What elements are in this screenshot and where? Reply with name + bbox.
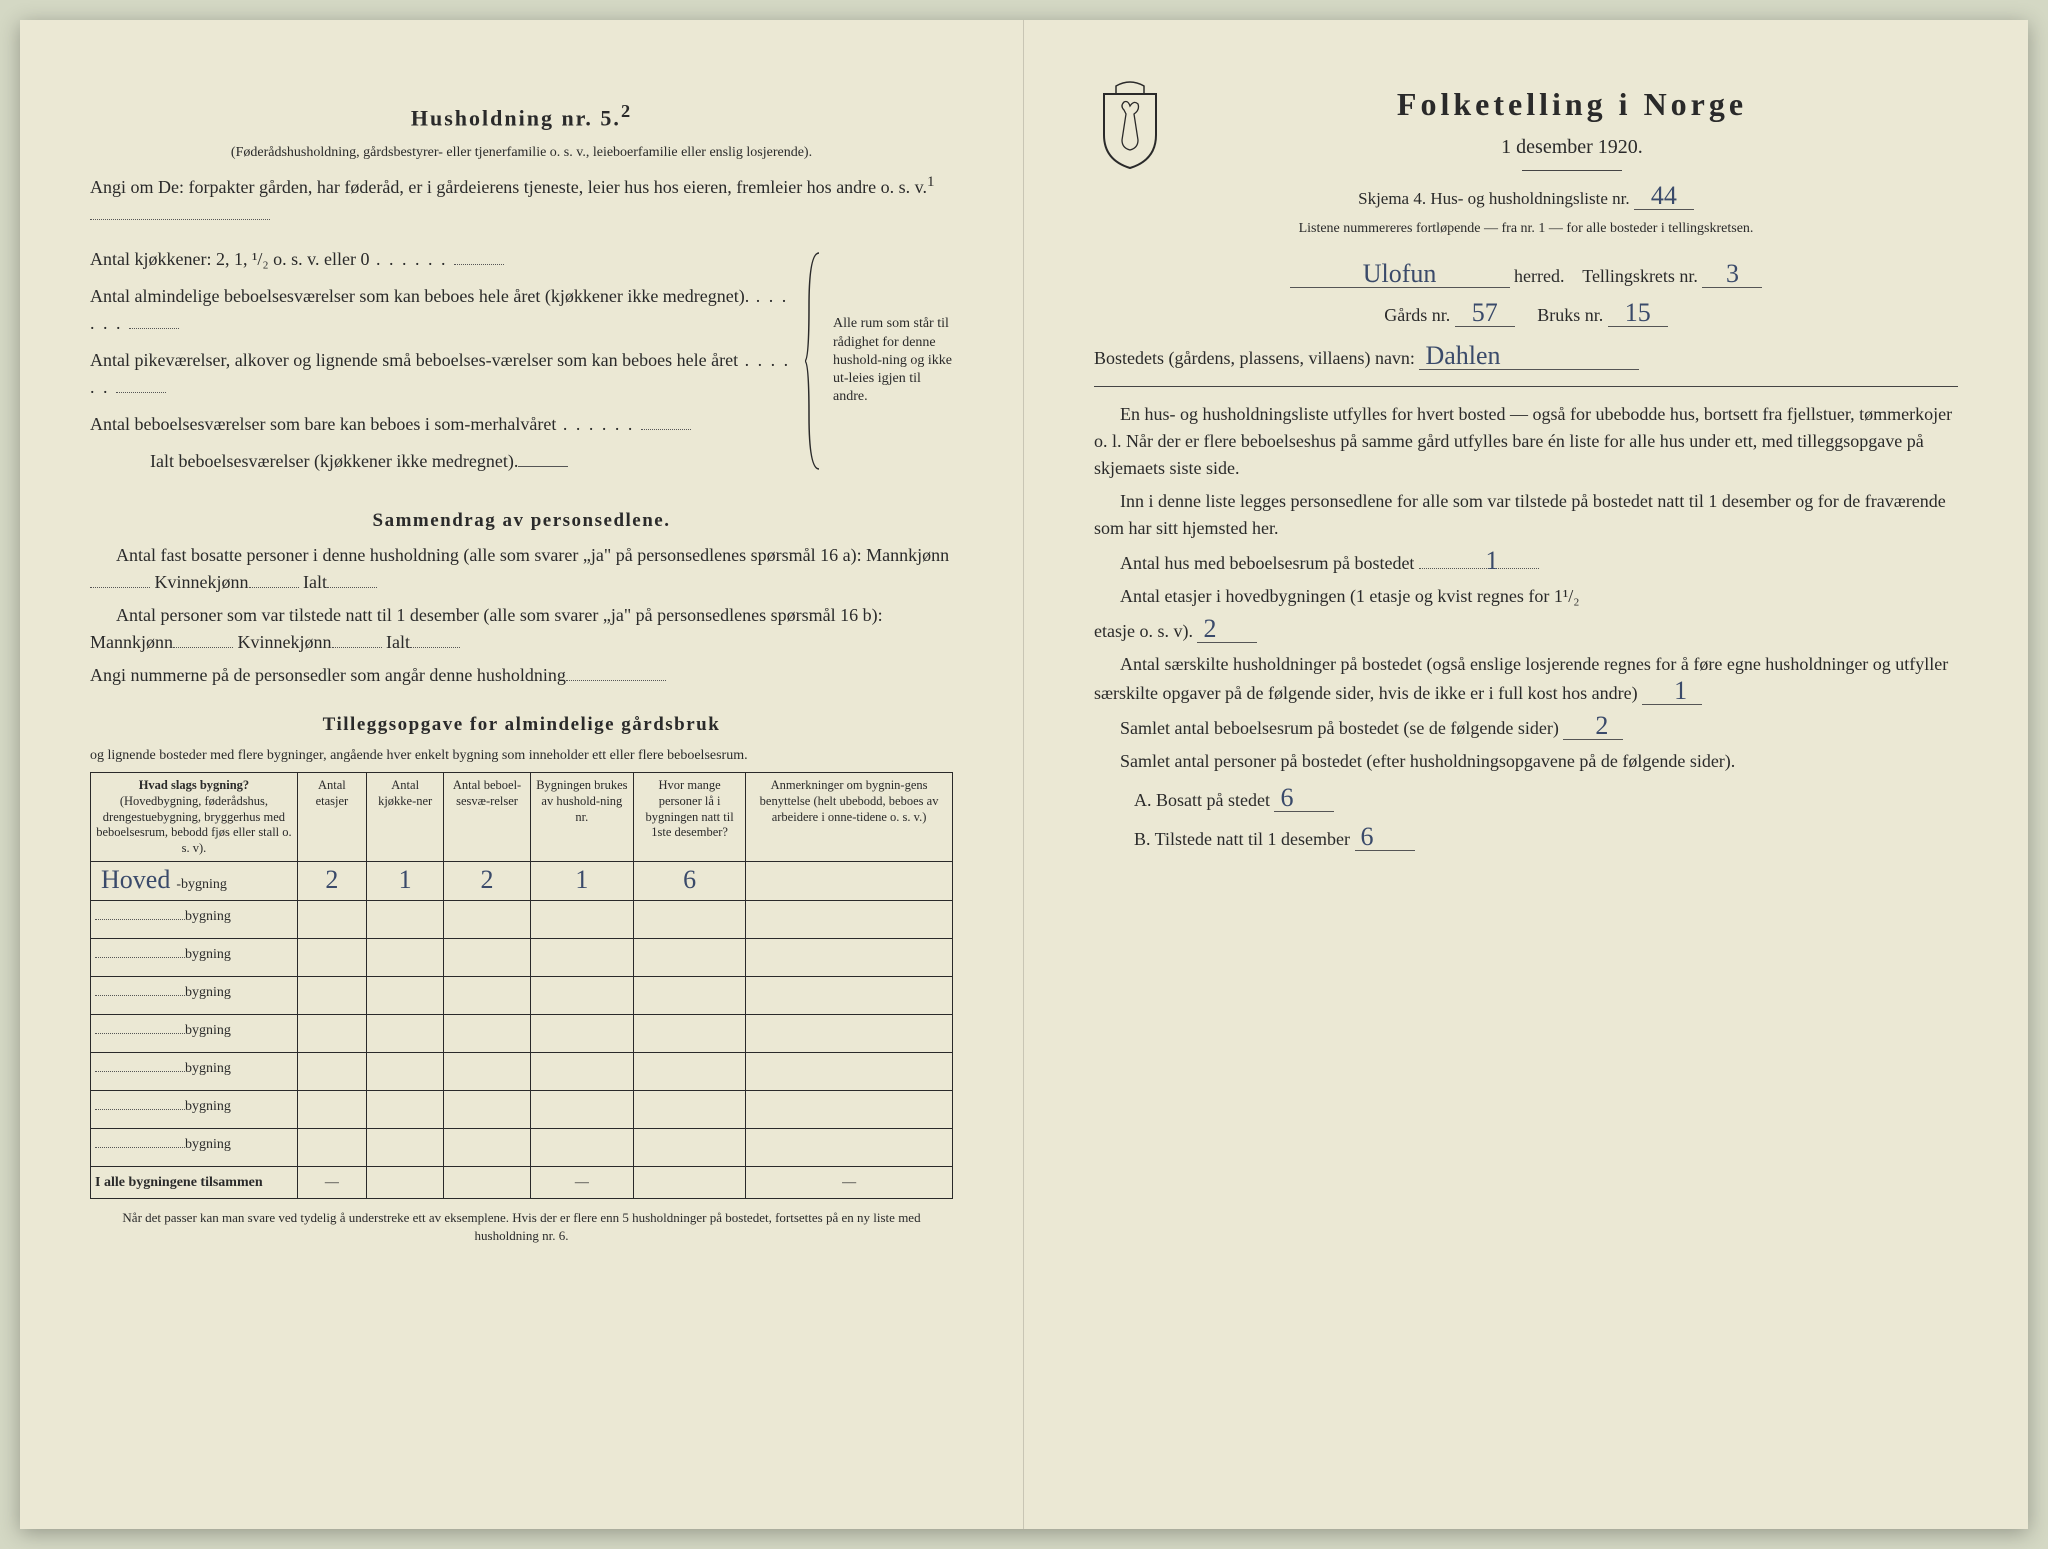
row1-hushold-hw: 1: [552, 867, 612, 893]
th-personer: Hvor mange personer lå i bygningen natt …: [634, 773, 746, 862]
household-subtitle: (Føderådshusholdning, gårdsbestyrer- ell…: [90, 142, 953, 163]
date: 1 desember 1920.: [1186, 132, 1958, 162]
rooms-l5: Ialt beboelsesværelser (kjøkkener ikke m…: [150, 451, 518, 471]
left-page: Husholdning nr. 5.2 (Føderådshusholdning…: [20, 20, 1024, 1529]
table-header-row: Hvad slags bygning?(Hovedbygning, føderå…: [91, 773, 953, 862]
bosted-line: Bostedets (gårdens, plassens, villaens) …: [1094, 343, 1958, 372]
summary-title: Sammendrag av personsedlene.: [90, 507, 953, 536]
rooms-l4: Antal beboelsesværelser som bare kan beb…: [90, 414, 556, 434]
rooms-l1: Antal kjøkkener: 2, 1, ¹/₂ o. s. v. elle…: [90, 249, 369, 269]
table-row: bygning: [91, 977, 953, 1015]
row1-personer-hw: 6: [660, 867, 720, 893]
p2: Inn i denne liste legges personsedlene f…: [1094, 488, 1958, 542]
rooms-sidenote: Alle rum som står til rådighet for denne…: [833, 236, 953, 485]
th-bygning: Hvad slags bygning?: [139, 778, 249, 792]
q3-hw: 1: [1642, 678, 1702, 705]
tillegg-title: Tilleggsopgave for almindelige gårdsbruk: [90, 711, 953, 740]
gards-line: Gårds nr. 57 Bruks nr. 15: [1094, 300, 1958, 329]
table-total-row: I alle bygningene tilsammen ———: [91, 1167, 953, 1199]
hr: [1094, 386, 1958, 387]
coat-of-arms-icon: [1094, 80, 1166, 170]
skjema-nr-hw: 44: [1634, 183, 1694, 210]
tellingskrets-nr-hw: 3: [1702, 261, 1762, 288]
row1-beboel-hw: 2: [457, 867, 517, 893]
main-title: Folketelling i Norge: [1186, 80, 1958, 128]
left-footnote: Når det passer kan man svare ved tydelig…: [90, 1209, 953, 1244]
qb-line: B. Tilstede natt til 1 desember 6: [1134, 824, 1958, 853]
table-row: bygning: [91, 939, 953, 977]
document-spread: Husholdning nr. 5.2 (Føderådshusholdning…: [20, 20, 2028, 1529]
gards-nr-hw: 57: [1455, 300, 1515, 327]
qb-hw: 6: [1355, 824, 1415, 851]
row1-kjokkener-hw: 1: [375, 867, 435, 893]
rooms-l2: Antal almindelige beboelsesværelser som …: [90, 286, 749, 306]
buildings-table: Hvad slags bygning?(Hovedbygning, føderå…: [90, 772, 953, 1199]
herred-line: Ulofun herred. Tellingskrets nr. 3: [1094, 261, 1958, 290]
tillegg-subtitle: og lignende bosteder med flere bygninger…: [90, 745, 953, 766]
herred-hw: Ulofun: [1290, 261, 1510, 288]
qa-hw: 6: [1274, 785, 1334, 812]
qa-line: A. Bosatt på stedet 6: [1134, 785, 1958, 814]
bruks-nr-hw: 15: [1608, 300, 1668, 327]
brace-icon: [805, 236, 823, 485]
q4-line: Samlet antal beboelsesrum på bostedet (s…: [1094, 713, 1958, 742]
th-beboel: Antal beboel-sesvæ-relser: [444, 773, 530, 862]
th-etasjer: Antal etasjer: [297, 773, 366, 862]
table-row: bygning: [91, 1015, 953, 1053]
household-title: Husholdning nr. 5.2: [90, 98, 953, 134]
q3-line: Antal særskilte husholdninger på bostede…: [1094, 651, 1958, 707]
row1-etasjer-hw: 2: [302, 867, 362, 893]
table-row: Hoved-bygning 2 1 2 1 6: [91, 862, 953, 901]
table-row: bygning: [91, 1129, 953, 1167]
row1-type-hw: Hoved: [95, 867, 176, 893]
rooms-section: Antal kjøkkener: 2, 1, ¹/₂ o. s. v. elle…: [90, 236, 953, 485]
summary-3: Angi nummerne på de personsedler som ang…: [90, 662, 953, 689]
q1-line: Antal hus med beboelsesrum på bostedet 1: [1094, 548, 1958, 577]
table-row: bygning: [91, 1053, 953, 1091]
table-row: bygning: [91, 1091, 953, 1129]
rooms-l3: Antal pikeværelser, alkover og lignende …: [90, 350, 738, 370]
q2-hw: 2: [1197, 616, 1257, 643]
th-hushold: Bygningen brukes av hushold-ning nr.: [530, 773, 633, 862]
p1: En hus- og husholdningsliste utfylles fo…: [1094, 401, 1958, 482]
title-footnote-ref: 2: [621, 101, 632, 121]
header-row: Folketelling i Norge 1 desember 1920.: [1094, 80, 1958, 179]
skjema-line: Skjema 4. Hus- og husholdningsliste nr. …: [1094, 183, 1958, 212]
angi-line: Angi om De: forpakter gården, har føderå…: [90, 171, 953, 228]
q4-hw: 2: [1563, 713, 1623, 740]
table-row: bygning: [91, 901, 953, 939]
th-anmerk: Anmerkninger om bygnin-gens benyttelse (…: [746, 773, 953, 862]
list-note: Listene nummereres fortløpende — fra nr.…: [1094, 218, 1958, 239]
right-page: Folketelling i Norge 1 desember 1920. Sk…: [1024, 20, 2028, 1529]
q5-line: Samlet antal personer på bostedet (efter…: [1094, 748, 1958, 775]
q2-line: Antal etasjer i hovedbygningen (1 etasje…: [1094, 583, 1958, 610]
summary-2: Antal personer som var tilstede natt til…: [90, 602, 953, 656]
bosted-hw: Dahlen: [1419, 343, 1639, 370]
th-kjokkener: Antal kjøkke-ner: [366, 773, 444, 862]
summary-1: Antal fast bosatte personer i denne hush…: [90, 542, 953, 596]
divider: [1522, 170, 1622, 171]
q1-hw: 1: [1453, 548, 1513, 574]
